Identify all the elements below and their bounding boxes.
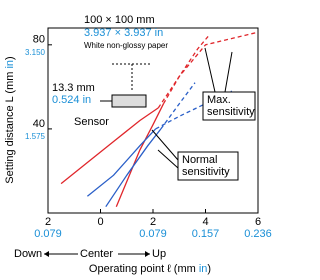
x-tick-label-in: 0.157 [192, 228, 220, 240]
x-label-text: Operating point ℓ (mm [89, 263, 196, 275]
x-tick-label-in: 0.079 [139, 228, 167, 240]
x-tick-label: 2 [45, 216, 51, 228]
max-label: sensitivity [207, 106, 255, 118]
max-leader [204, 47, 233, 93]
sensor-size: 13.3 mm [52, 82, 95, 94]
x-label-end: ) [207, 263, 211, 275]
x-tick-label: 2 [150, 216, 156, 228]
normal-box [177, 151, 239, 181]
direction-center: Center [80, 248, 113, 260]
y-label: Setting distance L (mm in) [4, 56, 16, 183]
y-tick-label-in: 3.150 [25, 48, 46, 57]
sensor-label: Sensor [74, 116, 109, 128]
paper-note: White non-glossy paper [84, 41, 168, 50]
arrowhead [145, 251, 150, 257]
sensor-body [111, 94, 147, 108]
x-tick-label-in: 0.236 [244, 228, 272, 240]
y-tick-label-in: 1.575 [25, 132, 46, 141]
x-tick-label-in: 0.079 [34, 228, 62, 240]
arrowhead [44, 251, 49, 257]
sensor-guide [112, 63, 152, 92]
normal-label: Normal [182, 154, 217, 166]
x-label: Operating point ℓ (mm in) [89, 263, 211, 275]
series-line [105, 128, 162, 208]
target-size: 100 × 100 mm [84, 14, 155, 26]
y-label-text: Setting distance L (mm [4, 72, 16, 184]
series-line [86, 128, 157, 197]
series-line [157, 31, 259, 109]
normal-leader [151, 129, 179, 169]
direction-down: Down [14, 248, 42, 260]
y-label-end: ) [4, 56, 16, 60]
target-size-in: 3.937 × 3.937 in [84, 27, 163, 39]
sensor-size-in: 0.524 in [52, 94, 91, 106]
normal-label: sensitivity [182, 166, 230, 178]
y-tick-label: 80 [33, 34, 45, 46]
x-tick-label: 4 [202, 216, 208, 228]
y-label-unit: in [4, 60, 16, 69]
x-tick-label: 6 [255, 216, 261, 228]
x-tick-label: 0 [97, 216, 103, 228]
max-box [202, 91, 256, 121]
series-line [162, 35, 209, 105]
y-tick-label: 40 [33, 118, 45, 130]
x-label-unit: in [199, 263, 208, 275]
max-label: Max. [207, 94, 231, 106]
series-line [60, 107, 159, 185]
chart: Setting distance L (mm in) Operating poi… [4, 14, 272, 275]
direction-up: Up [152, 248, 166, 260]
series-line [115, 103, 165, 207]
series-line [160, 82, 196, 130]
